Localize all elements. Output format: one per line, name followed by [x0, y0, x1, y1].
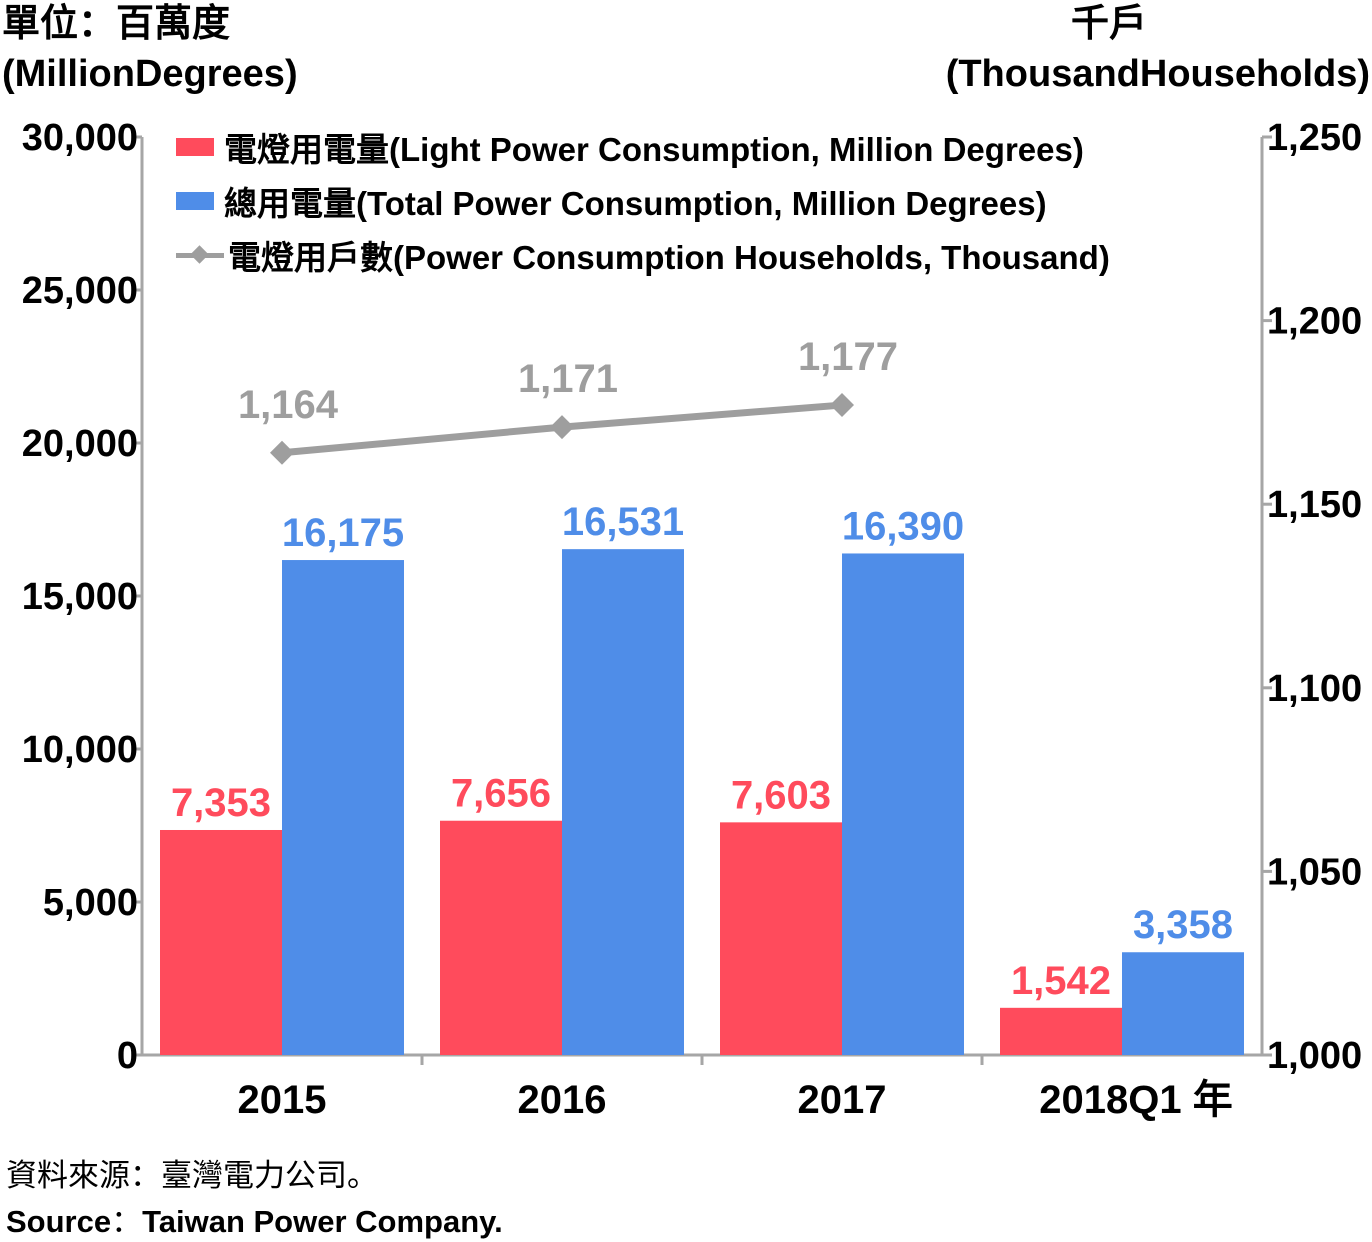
left-axis-tick-label: 30,000 — [22, 117, 138, 159]
legend-swatch-blue — [176, 192, 214, 210]
right-unit-label-zh: 千戶 — [1071, 3, 1148, 45]
right-axis-tick-label: 1,250 — [1267, 117, 1362, 159]
households-marker — [830, 393, 854, 418]
right-axis-tick-label: 1,000 — [1267, 1035, 1362, 1077]
bar-light-power — [160, 829, 282, 1055]
right-axis-tick-label: 1,200 — [1267, 301, 1362, 343]
bar-light-power — [1000, 1007, 1122, 1055]
bar-total-power — [562, 549, 684, 1055]
left-unit-label-en: (MillionDegrees) — [2, 53, 298, 95]
bar-total-power — [1122, 952, 1244, 1055]
bar-data-label: 7,656 — [451, 772, 551, 816]
x-axis-category-label: 2018Q1 年 — [1039, 1078, 1232, 1122]
bar-data-label: 16,531 — [562, 500, 684, 544]
source-zh: 資料來源：臺灣電力公司。 — [6, 1158, 378, 1193]
source-en-label: Source — [6, 1204, 112, 1239]
x-axis-category-label: 2017 — [798, 1078, 887, 1122]
households-marker — [550, 415, 574, 440]
bar-total-power — [842, 553, 964, 1055]
bar-light-power — [720, 822, 842, 1055]
legend-item-households: 電燈用戶數(Power Consumption Households, Thou… — [176, 228, 1110, 282]
chart-legend: 電燈用電量(Light Power Consumption, Million D… — [176, 120, 1110, 282]
left-axis-tick-label: 5,000 — [43, 882, 138, 924]
left-unit-label-zh: 單位：百萬度 — [2, 3, 231, 45]
legend-line-diamond-icon — [176, 244, 224, 266]
source-en-separator: ： — [111, 1204, 143, 1239]
bar-data-label: 1,542 — [1011, 959, 1111, 1003]
x-axis-category-label: 2016 — [518, 1078, 607, 1122]
households-data-label: 1,171 — [518, 357, 618, 401]
source-en: Source：Taiwan Power Company. — [6, 1202, 503, 1242]
legend-label-households: 電燈用戶數(Power Consumption Households, Thou… — [228, 239, 1110, 276]
bar-light-power — [440, 820, 562, 1055]
bar-total-power — [282, 560, 404, 1055]
right-axis-tick-label: 1,150 — [1267, 484, 1362, 526]
left-axis-tick-label: 0 — [117, 1035, 138, 1077]
legend-label-total-power: 總用電量(Total Power Consumption, Million De… — [224, 185, 1047, 222]
households-data-label: 1,177 — [798, 335, 898, 379]
households-data-label: 1,164 — [238, 383, 339, 427]
x-axis-category-label: 2015 — [238, 1078, 327, 1122]
bar-data-label: 7,603 — [731, 773, 831, 817]
left-axis-tick-label: 25,000 — [22, 270, 138, 312]
bar-data-label: 16,175 — [282, 511, 404, 555]
bar-data-label: 16,390 — [842, 504, 964, 548]
source-en-text: Taiwan Power Company. — [142, 1204, 503, 1239]
legend-item-total-power: 總用電量(Total Power Consumption, Million De… — [176, 174, 1110, 228]
households-marker — [270, 440, 294, 465]
left-axis-tick-label: 10,000 — [22, 729, 138, 771]
left-axis-tick-label: 20,000 — [22, 423, 138, 465]
legend-swatch-red — [176, 138, 214, 156]
legend-label-light-power: 電燈用電量(Light Power Consumption, Million D… — [224, 131, 1084, 168]
right-axis-tick-label: 1,100 — [1267, 668, 1362, 710]
left-axis-tick-label: 15,000 — [22, 576, 138, 618]
bar-data-label: 7,353 — [171, 781, 271, 825]
bar-data-label: 3,358 — [1133, 903, 1233, 947]
right-axis-tick-label: 1,050 — [1267, 851, 1362, 893]
legend-item-light-power: 電燈用電量(Light Power Consumption, Million D… — [176, 120, 1110, 174]
right-unit-label-en: (ThousandHouseholds) — [945, 53, 1370, 95]
